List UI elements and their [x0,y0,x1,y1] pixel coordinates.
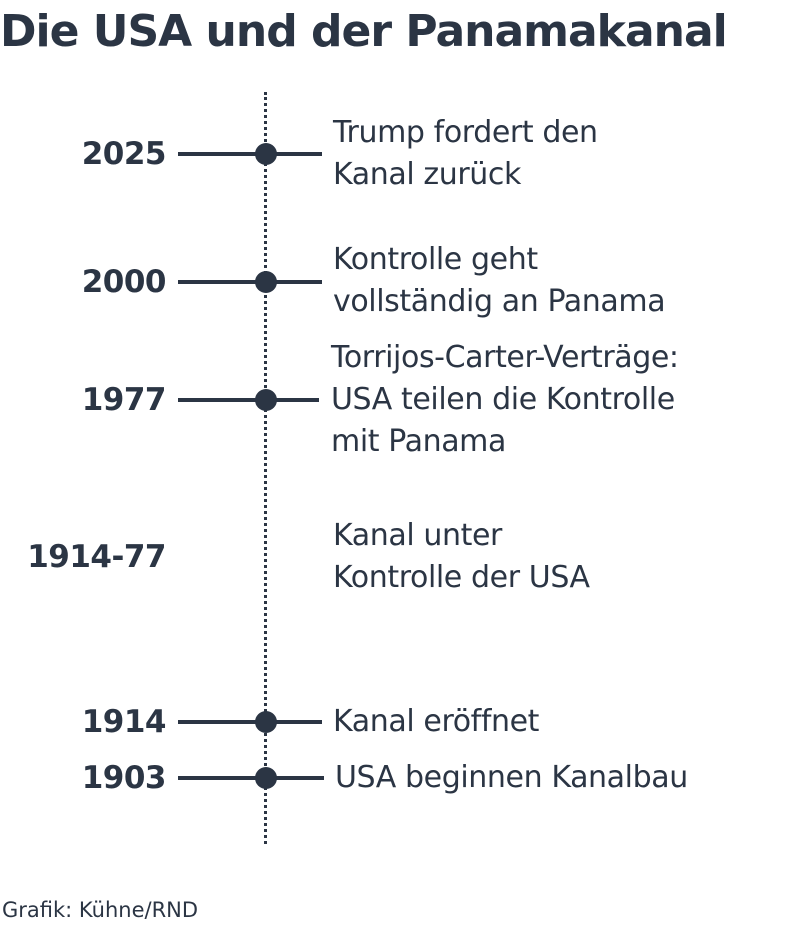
event-description-line: Kanal eröffnet [333,704,540,739]
event-description-line: USA beginnen Kanalbau [335,760,688,795]
chart-title: Die USA und der Panamakanal [0,6,728,57]
event-description: Kanal eröffnet [333,701,539,743]
event-year: 1914 [81,704,167,740]
event-year: 1914-77 [27,539,166,575]
event-connector [178,398,319,402]
event-description-line: Torrijos-Carter-Verträge: [331,340,679,375]
event-connector [178,720,322,724]
event-description-line: USA teilen die Kontrolle [331,382,675,417]
event-connector [178,280,322,284]
event-year: 1977 [81,382,167,418]
event-description-line: Trump fordert den [333,115,598,150]
event-connector [178,776,324,780]
event-description-line: mit Panama [331,424,506,459]
event-description: USA beginnen Kanalbau [335,757,688,799]
timeline-axis [264,92,267,844]
event-marker [255,389,277,411]
event-description-line: Kontrolle geht [333,242,538,277]
event-description: Trump fordert den Kanal zurück [333,112,598,196]
event-year: 2000 [81,264,167,300]
event-marker [255,767,277,789]
event-marker [255,711,277,733]
event-description-line: Kanal unter [333,518,502,553]
event-description-line: Kontrolle der USA [333,560,590,595]
event-description-line: Kanal zurück [333,157,521,192]
event-connector [178,152,322,156]
event-year: 1903 [81,760,167,796]
event-marker [255,271,277,293]
event-year: 2025 [81,136,167,172]
event-marker [255,143,277,165]
event-description: Kanal unter Kontrolle der USA [333,515,590,599]
event-description: Kontrolle geht vollständig an Panama [333,239,666,323]
event-description-line: vollständig an Panama [333,284,666,319]
source-credit: Grafik: Kühne/RND [2,898,199,922]
event-description: Torrijos-Carter-Verträge: USA teilen die… [331,337,679,463]
